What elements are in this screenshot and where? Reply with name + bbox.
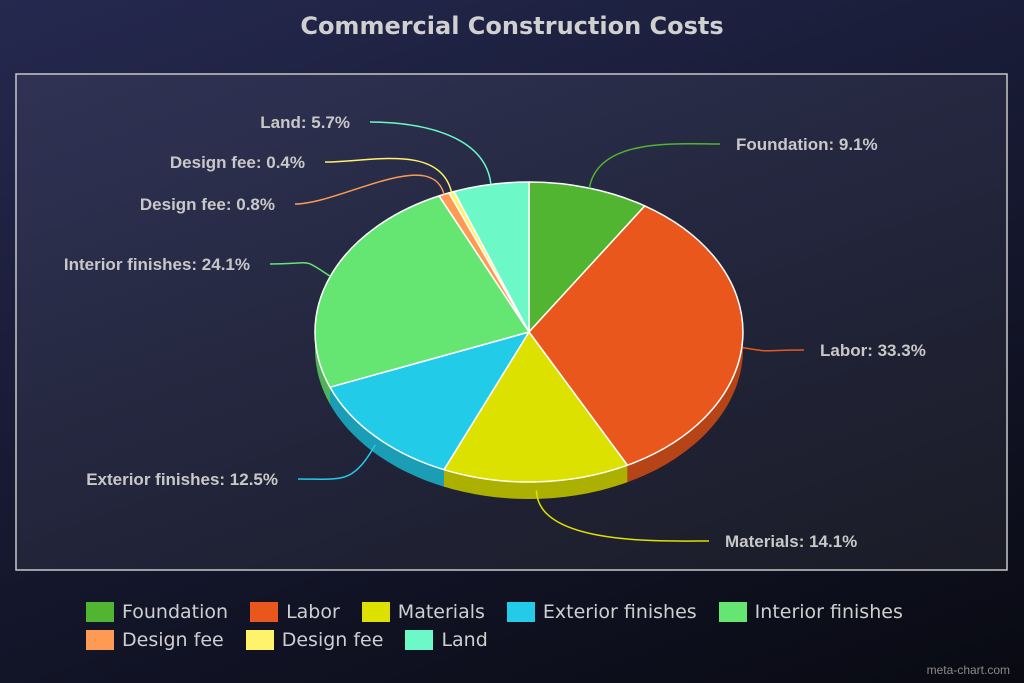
pie-top (315, 182, 743, 482)
slice-label-0: Foundation: 9.1% (736, 135, 878, 154)
legend-swatch (507, 602, 535, 622)
legend-item[interactable]: Materials (362, 601, 485, 623)
legend-swatch (719, 602, 747, 622)
slice-label-2: Materials: 14.1% (725, 532, 857, 551)
legend-label: Land (441, 629, 487, 651)
legend-label: Design fee (282, 629, 384, 651)
slice-label-1: Labor: 33.3% (820, 341, 926, 360)
legend-swatch (86, 602, 114, 622)
slice-label-7: Land: 5.7% (260, 113, 350, 132)
legend-swatch (405, 630, 433, 650)
watermark: meta-chart.com (927, 663, 1010, 677)
legend-item[interactable]: Foundation (86, 601, 228, 623)
legend-label: Interior finishes (755, 601, 903, 623)
legend-label: Labor (286, 601, 340, 623)
legend-label: Foundation (122, 601, 228, 623)
slice-label-4: Interior finishes: 24.1% (64, 255, 250, 274)
legend-label: Design fee (122, 629, 224, 651)
legend-swatch (250, 602, 278, 622)
legend-label: Materials (398, 601, 485, 623)
legend-swatch (86, 630, 114, 650)
legend-item[interactable]: Land (405, 629, 487, 651)
legend-swatch (362, 602, 390, 622)
legend-swatch (246, 630, 274, 650)
slice-label-5: Design fee: 0.8% (140, 195, 275, 214)
legend-item[interactable]: Interior finishes (719, 601, 903, 623)
legend-label: Exterior finishes (543, 601, 697, 623)
slice-label-3: Exterior finishes: 12.5% (86, 470, 278, 489)
legend-item[interactable]: Design fee (86, 629, 224, 651)
legend-item[interactable]: Exterior finishes (507, 601, 697, 623)
legend-item[interactable]: Labor (250, 601, 340, 623)
legend: Foundation Labor Materials Exterior finishe… (86, 601, 986, 651)
slice-label-6: Design fee: 0.4% (170, 153, 305, 172)
legend-item[interactable]: Design fee (246, 629, 384, 651)
